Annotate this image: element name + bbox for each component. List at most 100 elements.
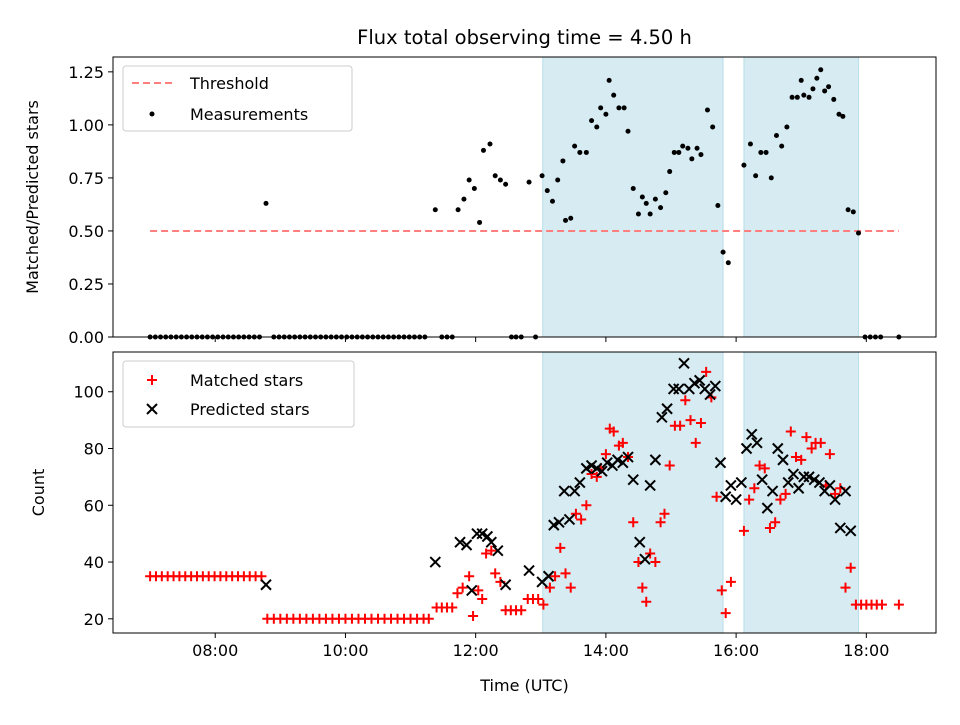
matched-star-point bbox=[423, 613, 434, 624]
predicted-star-point bbox=[746, 428, 758, 441]
measurement-point bbox=[801, 92, 807, 98]
matched-star-point bbox=[490, 568, 501, 579]
measurement-point bbox=[845, 207, 851, 213]
y-tick-label: 0.75 bbox=[68, 169, 104, 188]
matched-star-point bbox=[775, 494, 786, 505]
ratio-chart-title: Flux total observing time = 4.50 h bbox=[357, 26, 692, 49]
measurement-point bbox=[667, 169, 673, 175]
count-y-ticks: 20 40 60 80 100 bbox=[73, 383, 113, 629]
y-tick-label: 0.50 bbox=[68, 222, 104, 241]
measurement-point bbox=[568, 215, 574, 221]
measurement-point bbox=[822, 88, 828, 94]
matched-star-point bbox=[447, 602, 458, 613]
predicted-star-point bbox=[766, 485, 779, 497]
measurement-point bbox=[840, 113, 846, 119]
measurement-point bbox=[539, 173, 545, 179]
measurement-point bbox=[806, 94, 812, 100]
matched-star-point bbox=[720, 608, 731, 619]
predicted-star-point bbox=[485, 536, 498, 548]
predicted-star-point bbox=[260, 579, 272, 591]
predicted-star-point bbox=[693, 374, 706, 387]
matched-star-point bbox=[830, 488, 841, 499]
legend-threshold-label: Threshold bbox=[189, 74, 269, 93]
predicted-star-point bbox=[772, 442, 784, 455]
predicted-star-point bbox=[740, 442, 753, 455]
predicted-star-point bbox=[730, 493, 742, 506]
matched-star-point bbox=[876, 599, 887, 610]
ratio-axes-frame bbox=[112, 56, 937, 338]
matched-star-point bbox=[637, 582, 648, 593]
matched-star-point bbox=[701, 366, 712, 377]
measurement-point bbox=[798, 77, 804, 83]
legend-measurements-label: Measurements bbox=[190, 105, 308, 124]
matched-star-point bbox=[550, 571, 561, 582]
matched-star-point bbox=[744, 494, 755, 505]
measurement-point bbox=[856, 230, 862, 236]
shaded-interval-1 bbox=[743, 351, 860, 634]
measurement-point bbox=[831, 96, 837, 102]
matched-star-point bbox=[468, 610, 479, 621]
predicted-star-point bbox=[756, 474, 768, 486]
predicted-star-point bbox=[429, 556, 442, 568]
measurement-point bbox=[784, 124, 790, 130]
matched-star-point bbox=[473, 585, 484, 596]
measurement-point bbox=[689, 156, 695, 162]
ratio-y-ticks: 0.00 0.25 0.50 0.75 1.00 1.25 bbox=[68, 63, 113, 347]
predicted-star-point bbox=[639, 553, 651, 565]
measurement-point bbox=[577, 149, 583, 155]
predicted-star-point bbox=[523, 564, 535, 577]
x-tick-label: 08:00 bbox=[192, 641, 238, 660]
matched-star-point bbox=[749, 483, 760, 494]
measurement-point bbox=[492, 173, 498, 179]
measurement-point bbox=[455, 207, 461, 213]
matched-star-point bbox=[845, 562, 856, 573]
measurement-point bbox=[263, 200, 269, 206]
matched-star-point bbox=[770, 517, 781, 528]
predicted-star-point bbox=[460, 539, 473, 551]
measurement-point bbox=[779, 143, 785, 149]
matched-star-point bbox=[477, 593, 488, 604]
matched-star-point bbox=[659, 508, 670, 519]
measurement-point bbox=[497, 177, 503, 183]
predicted-star-point bbox=[751, 437, 763, 449]
measurement-point bbox=[704, 107, 710, 113]
ratio-legend-box bbox=[122, 65, 353, 132]
measurement-point bbox=[763, 149, 769, 155]
measurement-point bbox=[789, 94, 795, 100]
predicted-star-point bbox=[596, 465, 608, 477]
ratio-subplot: 0.00 0.25 0.50 0.75 1.00 1.25 Flux total obse… bbox=[23, 26, 937, 347]
predicted-star-point bbox=[454, 536, 466, 548]
predicted-star-point bbox=[466, 584, 478, 597]
matched-star-point bbox=[591, 471, 602, 482]
measurement-point bbox=[635, 211, 641, 217]
measurement-point bbox=[826, 84, 832, 90]
predicted-star-point bbox=[656, 411, 668, 423]
predicted-star-point bbox=[709, 380, 721, 392]
matched-star-point bbox=[675, 420, 686, 431]
count-legend: Matched stars Predicted stars bbox=[122, 360, 355, 428]
y-tick-label: 20 bbox=[84, 610, 104, 629]
measurement-point bbox=[503, 181, 509, 187]
matched-star-point bbox=[806, 443, 817, 454]
ratio-x-ticks bbox=[214, 337, 867, 342]
matched-star-point bbox=[481, 548, 492, 559]
measurement-point bbox=[572, 143, 578, 149]
count-x-ticks: 08:00 10:00 12:00 14:00 16:00 18:00 bbox=[192, 633, 889, 660]
measurement-point bbox=[560, 158, 566, 164]
matched-star-point bbox=[738, 525, 749, 536]
predicted-star-point bbox=[678, 357, 690, 370]
measurement-point bbox=[544, 188, 550, 194]
matched-star-point bbox=[538, 599, 549, 610]
measurement-point bbox=[549, 198, 555, 204]
measurement-point bbox=[671, 149, 677, 155]
matched-star-point bbox=[628, 517, 639, 528]
measurement-point bbox=[555, 177, 561, 183]
x-tick-label: 16:00 bbox=[713, 641, 759, 660]
matched-star-point bbox=[516, 605, 527, 616]
x-tick-label: 12:00 bbox=[453, 641, 499, 660]
measurement-point bbox=[625, 128, 631, 134]
matched-star-point bbox=[716, 585, 727, 596]
measurement-point bbox=[647, 211, 653, 217]
measurement-point bbox=[658, 205, 664, 211]
y-tick-label: 60 bbox=[84, 496, 104, 515]
